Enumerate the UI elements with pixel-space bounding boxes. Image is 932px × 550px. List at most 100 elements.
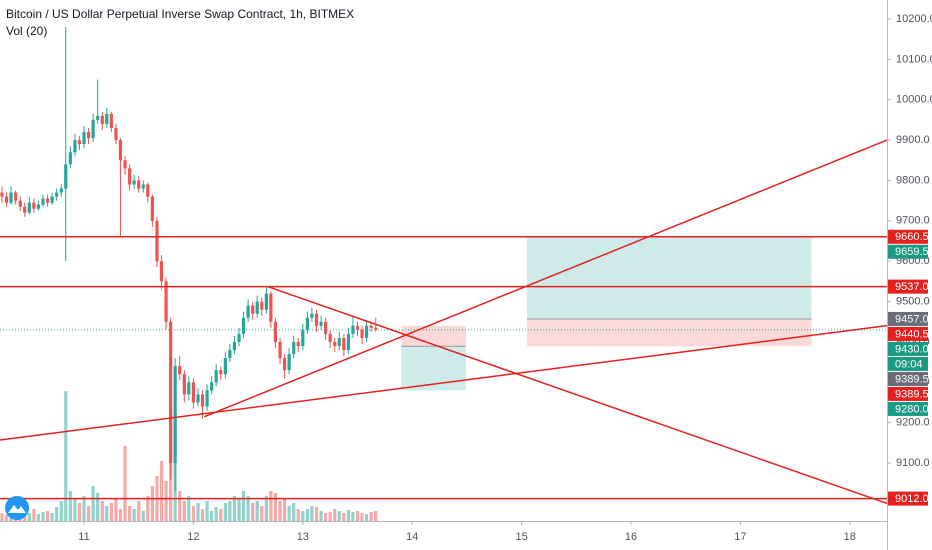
- candle-body: [269, 293, 273, 322]
- volume-bar: [77, 503, 82, 521]
- volume-bar: [305, 509, 310, 521]
- loss-zone: [527, 318, 812, 347]
- price-tag-label: 9430.0: [895, 343, 929, 355]
- candle-body: [337, 337, 341, 346]
- volume-bar: [64, 391, 68, 521]
- candle-body: [187, 382, 191, 395]
- candle-body: [178, 366, 182, 375]
- candle-body: [18, 200, 22, 207]
- x-tick-label: 11: [78, 531, 89, 543]
- volume-bar: [342, 513, 346, 521]
- trend-line: [0, 324, 888, 441]
- plot-area: [0, 27, 888, 521]
- candle-body: [123, 160, 127, 169]
- volume-bar: [223, 503, 227, 521]
- volume-bar: [182, 501, 186, 521]
- volume-bar: [196, 503, 200, 521]
- volume-bar: [232, 496, 237, 521]
- volume-bar: [301, 511, 305, 521]
- volume-bar: [23, 515, 27, 521]
- candle-body: [319, 321, 323, 326]
- volume-bar: [200, 509, 205, 521]
- y-tick-label: 10000.0: [896, 94, 932, 106]
- volume-bar: [369, 512, 373, 521]
- candle-body: [41, 198, 45, 205]
- profit-zone: [401, 346, 466, 391]
- candle-body: [114, 127, 118, 141]
- volume-bar: [346, 510, 351, 521]
- candle-body: [328, 333, 332, 342]
- countdown-tag-label: 09:04: [895, 358, 923, 370]
- candle-body: [205, 390, 209, 407]
- candle-body: [159, 261, 164, 282]
- price-tag: [888, 401, 928, 416]
- candle-body: [182, 374, 186, 395]
- volume-bar: [82, 496, 86, 521]
- candle-body: [364, 325, 369, 338]
- volume-bar: [337, 511, 341, 521]
- volume-bar: [282, 499, 287, 521]
- candle-body: [91, 119, 95, 139]
- candle-body: [219, 370, 223, 375]
- volume-bar: [255, 501, 259, 521]
- price-tag-label: 9280.0: [895, 403, 929, 415]
- volume-bar: [55, 507, 59, 521]
- price-tag: [888, 229, 928, 244]
- price-tag-label: 9660.5: [895, 231, 929, 243]
- candle-body: [73, 140, 77, 153]
- candle-body: [196, 394, 200, 403]
- price-tag: [888, 386, 928, 401]
- volume-bar: [50, 513, 54, 521]
- y-tick-label: 9200.0: [896, 417, 930, 429]
- indicator-label: Vol (20): [6, 24, 47, 38]
- candle-body: [342, 337, 346, 351]
- candle-body: [287, 354, 291, 371]
- volume-bar: [260, 506, 264, 521]
- volume-bar: [178, 491, 182, 521]
- volume-bar: [132, 509, 136, 521]
- y-tick-label: 9500.0: [896, 295, 930, 307]
- x-tick-label: 14: [406, 531, 418, 543]
- candle-body: [255, 301, 259, 314]
- volume-bar: [91, 486, 95, 521]
- x-tick-label: 16: [625, 531, 637, 543]
- candle-body: [27, 202, 31, 213]
- candle-body: [351, 325, 355, 334]
- volume-bar: [323, 513, 328, 521]
- price-tag-label: 9659.5: [895, 246, 929, 258]
- volume-bar: [228, 501, 232, 521]
- candle-body: [355, 325, 360, 330]
- y-tick-label: 9800.0: [896, 174, 930, 186]
- candle-body: [137, 180, 141, 189]
- candle-body: [9, 192, 13, 203]
- volume-bar: [333, 509, 337, 521]
- candle-body: [296, 341, 300, 346]
- volume-bar: [100, 501, 104, 521]
- volume-bar: [214, 507, 218, 521]
- candle-body: [36, 204, 40, 209]
- candle-body: [301, 329, 305, 346]
- volume-bar: [264, 496, 268, 521]
- candle-body: [200, 394, 205, 407]
- price-tag: [888, 371, 928, 386]
- candle-body: [64, 164, 68, 189]
- x-tick-label: 12: [187, 531, 199, 543]
- y-tick-label: 10100.0: [896, 53, 932, 65]
- candle-body: [292, 341, 296, 355]
- volume-bar: [41, 512, 45, 521]
- price-tag-label: 9389.5: [895, 373, 929, 385]
- volume-bar: [191, 506, 196, 521]
- chart-title: Bitcoin / US Dollar Perpetual Inverse Sw…: [6, 7, 354, 21]
- candle-body: [109, 113, 113, 128]
- candle-body: [169, 321, 173, 464]
- volume-bar: [210, 511, 214, 521]
- trend-line: [267, 285, 888, 505]
- volume-bar: [96, 493, 100, 521]
- y-tick-label: 10200.0: [896, 13, 932, 25]
- candle-body: [323, 321, 328, 334]
- volume-bar: [269, 491, 273, 521]
- y-tick-label: 9900.0: [896, 134, 930, 146]
- candle-body: [310, 313, 314, 318]
- candle-body: [32, 202, 36, 209]
